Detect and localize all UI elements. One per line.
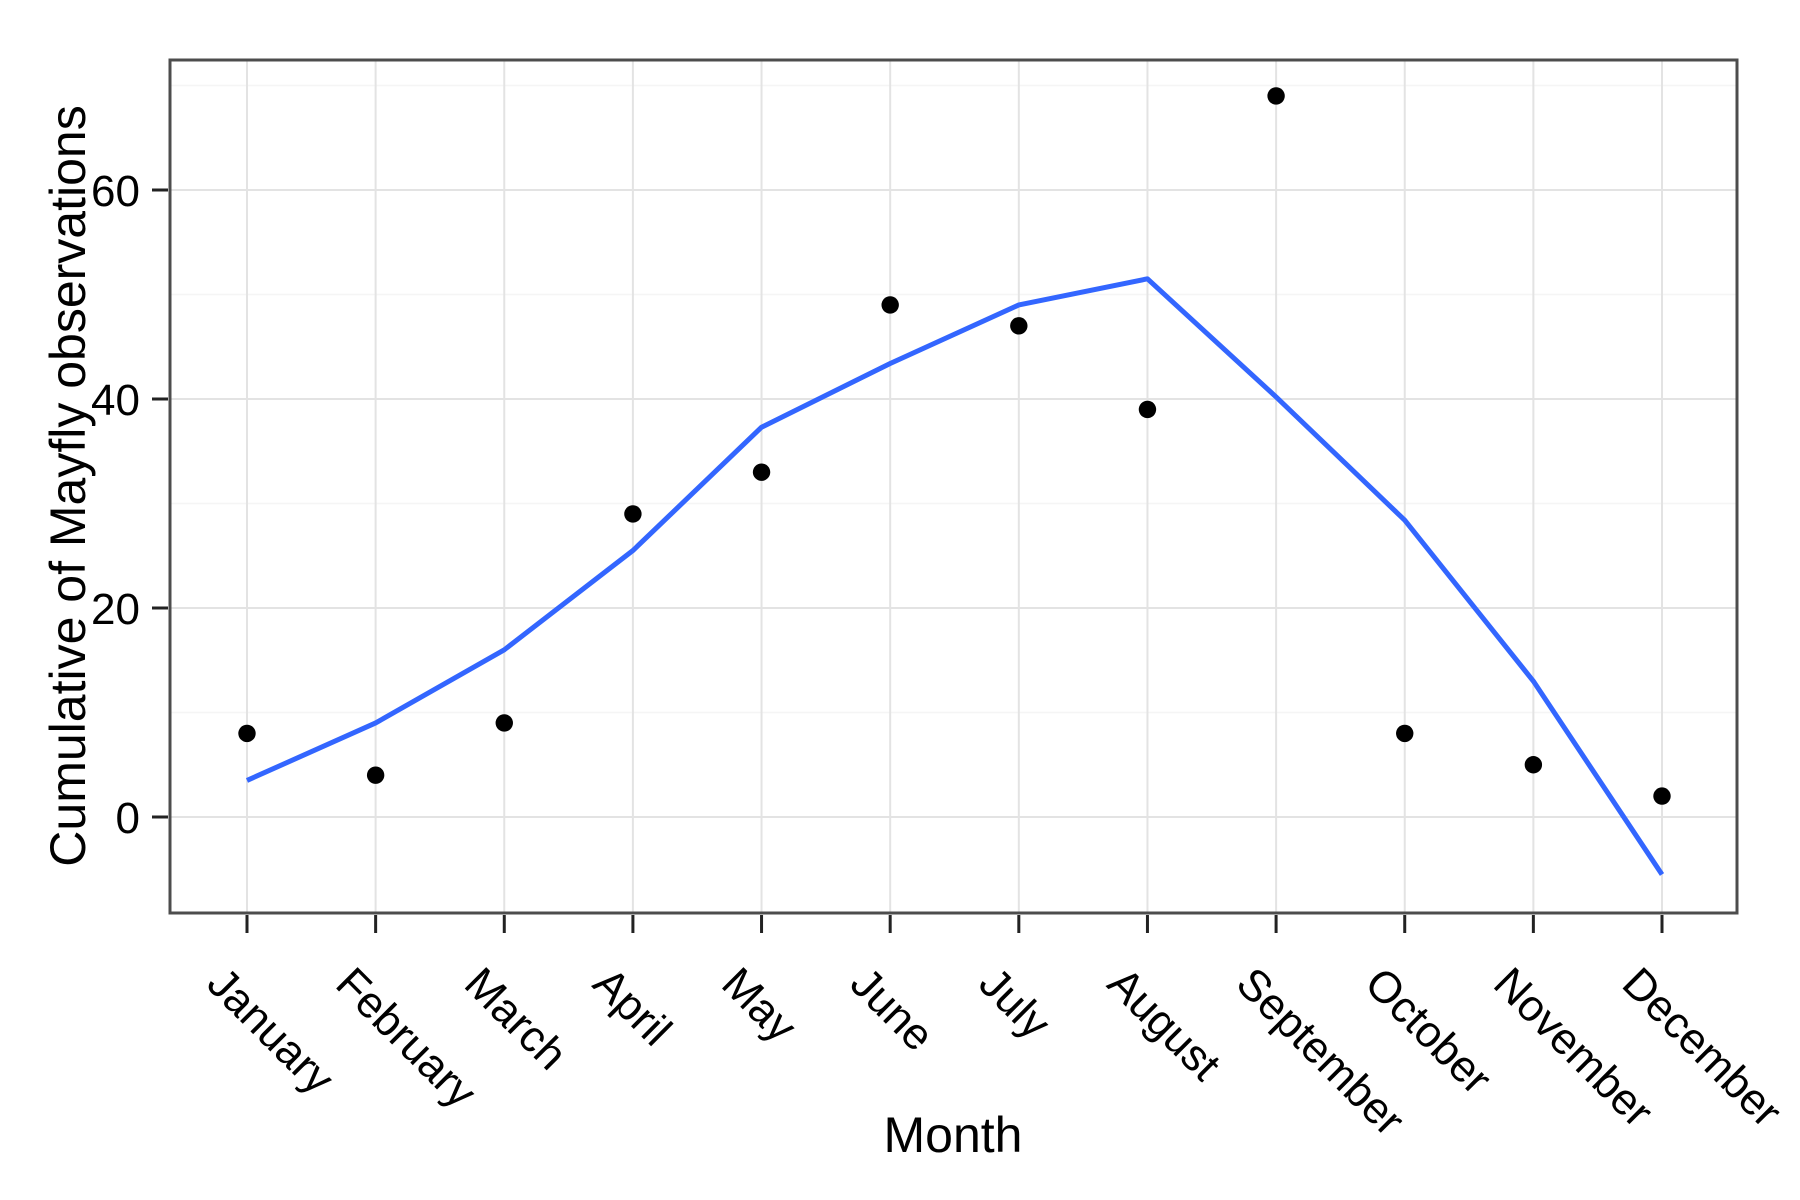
x-tick-label-march: March <box>455 958 576 1079</box>
data-point-september <box>1267 87 1285 105</box>
data-point-february <box>366 766 385 784</box>
x-tick-label-may: May <box>712 958 805 1051</box>
data-point-december <box>1653 787 1671 805</box>
data-point-april <box>624 505 642 523</box>
major-gridlines <box>170 60 1737 913</box>
x-tick-label-june: June <box>841 958 943 1060</box>
panel-border <box>168 58 1739 915</box>
smooth-trend-line-layer <box>245 276 1665 876</box>
data-point-november <box>1524 756 1543 774</box>
x-axis-title: Month <box>884 1107 1023 1163</box>
x-tick-label-april: April <box>584 958 681 1055</box>
data-point-may <box>752 463 771 481</box>
y-tick-label-60: 60 <box>91 167 140 216</box>
data-point-july <box>1010 317 1028 335</box>
y-tick-label-0: 0 <box>116 794 140 843</box>
x-tick-label-january: January <box>198 958 343 1103</box>
y-axis-title: Cumulative of Mayfly observations <box>40 105 96 866</box>
y-tick-label-40: 40 <box>91 376 140 425</box>
panel-border-rect <box>168 58 1739 915</box>
data-point-january <box>238 724 256 743</box>
x-tick-label-february: February <box>327 958 486 1117</box>
data-points-layer <box>238 87 1671 805</box>
x-tick-label-august: August <box>1098 958 1230 1090</box>
data-point-march <box>495 714 513 732</box>
data-point-august <box>1138 400 1157 419</box>
data-point-june <box>881 296 899 314</box>
y-tick-label-20: 20 <box>91 585 140 634</box>
smooth-trend-line <box>245 276 1665 876</box>
data-point-october <box>1396 724 1414 743</box>
minor-gridlines <box>170 84 1737 714</box>
axis-tick-marks <box>152 188 1664 933</box>
x-tick-label-july: July <box>970 958 1060 1048</box>
